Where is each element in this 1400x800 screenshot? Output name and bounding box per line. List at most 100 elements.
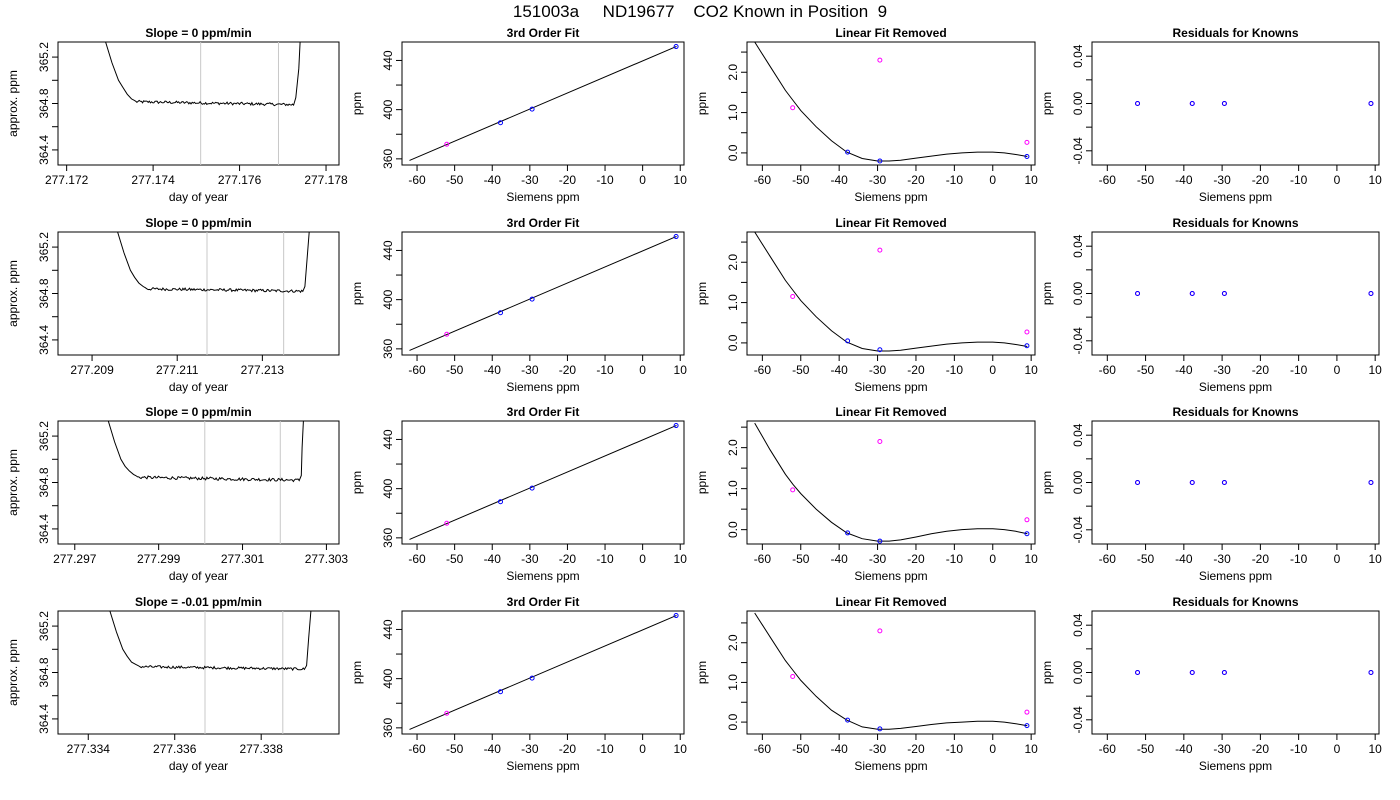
x-tick-label: -50 [446,173,464,187]
x-tick-label: 0 [989,173,996,187]
x-tick-label: -20 [559,742,577,756]
known-point [845,338,851,344]
unknown-point [444,141,450,147]
unknown-point [877,57,883,63]
x-tick-label: -30 [869,552,887,566]
known-point [1024,531,1030,537]
y-axis-label: ppm [1040,661,1054,684]
x-tick-label: -30 [521,363,539,377]
x-tick-label: -10 [1290,742,1308,756]
x-axis-label: Siemens ppm [506,569,579,583]
residual-point [1135,291,1141,296]
x-tick-label: -50 [446,742,464,756]
x-tick-label: 277.172 [45,173,89,187]
x-tick-label: 10 [1368,742,1382,756]
x-tick-label: 0 [1334,173,1341,187]
known-point [498,310,504,316]
y-tick-label: 360 [381,718,395,738]
unknown-point [790,487,796,493]
x-tick-label: 10 [1024,363,1038,377]
residual-point [1135,101,1141,106]
y-tick-label: 0.0 [726,144,740,161]
y-axis-label: approx. ppm [6,260,20,327]
x-tick-label: -30 [869,742,887,756]
residual-curve [754,422,1028,542]
y-tick-label: 440 [381,50,395,70]
unknown-point [444,331,450,337]
fit-line [409,614,677,730]
plot-frame [401,420,685,545]
x-tick-label: -60 [408,742,426,756]
panel-title: Linear Fit Removed [835,595,946,609]
y-tick-label: 364.8 [37,278,51,308]
x-tick-label: 0 [639,742,646,756]
y-axis-label: ppm [695,92,709,115]
x-tick-label: -10 [946,363,964,377]
y-tick-label: 0.04 [1071,44,1085,68]
y-tick-label: 0.00 [1071,91,1085,115]
known-point [877,726,883,732]
x-tick-label: -20 [907,363,925,377]
unknown-point [444,710,450,716]
known-point [1024,723,1030,729]
x-tick-label: -30 [1213,173,1231,187]
x-tick-label: -30 [1213,742,1231,756]
x-tick-label: -50 [446,363,464,377]
fit-line [409,424,677,540]
x-tick-label: 0 [989,363,996,377]
x-tick-label: -40 [1175,363,1193,377]
x-tick-label: -60 [408,363,426,377]
residual-point [1189,291,1195,296]
unknown-point [877,628,883,634]
plot-frame [746,41,1036,166]
fit-line [409,235,677,351]
x-axis-label: Siemens ppm [854,380,927,394]
x-tick-label: -20 [559,552,577,566]
panel-title: 3rd Order Fit [507,216,580,230]
x-tick-label: -10 [1290,363,1308,377]
y-tick-label: 0.04 [1071,613,1085,637]
known-point [673,44,679,50]
x-tick-label: 10 [1024,552,1038,566]
x-tick-label: -50 [792,363,810,377]
plot-frame [746,231,1036,356]
y-tick-label: 400 [381,289,395,309]
concentration-trace [105,42,301,107]
x-tick-label: -30 [1213,552,1231,566]
x-tick-label: 10 [674,173,688,187]
known-point [498,499,504,505]
x-axis-label: Siemens ppm [506,380,579,394]
y-tick-label: -0.04 [1071,327,1085,355]
x-tick-label: -20 [1252,742,1270,756]
y-tick-label: 400 [381,668,395,688]
plot-frame [401,41,685,166]
x-tick-label: -20 [1252,173,1270,187]
y-tick-label: 365.2 [37,42,51,72]
y-tick-label: 364.4 [37,704,51,734]
y-axis-label: ppm [350,471,364,494]
x-tick-label: 10 [674,742,688,756]
x-tick-label: -40 [830,742,848,756]
unknown-point [1024,517,1030,523]
x-tick-label: -30 [1213,363,1231,377]
x-tick-label: -20 [907,552,925,566]
y-axis-label: approx. ppm [6,70,20,137]
y-tick-label: 0.04 [1071,423,1085,447]
x-tick-label: -10 [946,173,964,187]
concentration-trace [117,232,310,294]
residual-point [1368,101,1374,106]
y-axis-label: ppm [350,282,364,305]
x-tick-label: -40 [484,173,502,187]
y-tick-label: 365.2 [37,611,51,641]
x-tick-label: 277.211 [156,363,199,377]
y-tick-label: 360 [381,149,395,169]
residual-point [1221,670,1227,675]
y-tick-label: 440 [381,619,395,639]
x-tick-label: 10 [1368,363,1382,377]
plot-frame [57,231,340,356]
y-tick-label: 2.0 [726,634,740,651]
y-tick-label: 365.2 [37,421,51,451]
x-tick-label: -30 [521,173,539,187]
y-tick-label: 365.2 [37,232,51,262]
y-tick-label: 0.0 [726,713,740,730]
